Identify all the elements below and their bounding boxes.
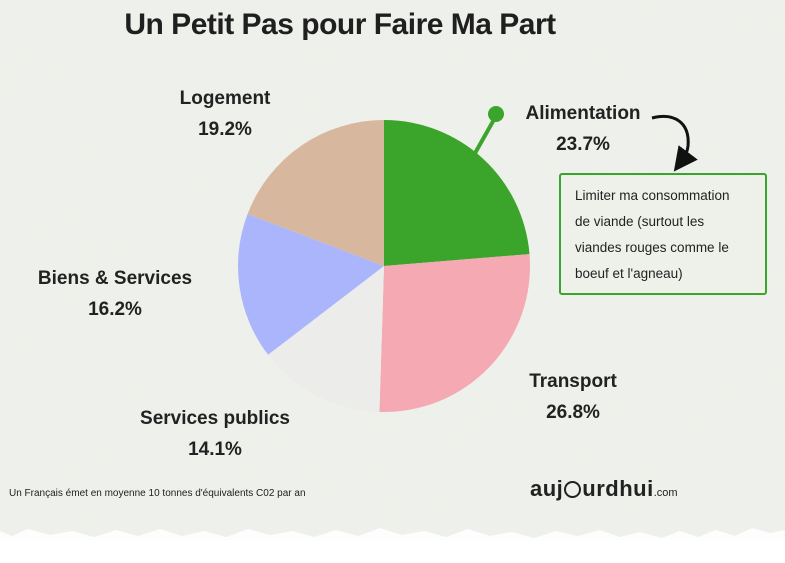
label-services-publics: Services publics 14.1% — [120, 403, 310, 465]
pie-slice-transport — [379, 254, 530, 413]
chart-title: Un Petit Pas pour Faire Ma Part — [124, 8, 556, 41]
callout-box: Limiter ma consommation de viande (surto… — [559, 173, 767, 295]
callout-line-4: boeuf et l'agneau) — [575, 266, 683, 281]
pie-slice-services-publics — [268, 266, 384, 412]
callout-line-2: de viande (surtout les — [575, 214, 705, 229]
footnote: Un Français émet en moyenne 10 tonnes d'… — [9, 488, 306, 499]
label-alimentation: Alimentation 23.7% — [508, 98, 658, 160]
label-biens-services: Biens & Services 16.2% — [20, 263, 210, 325]
pie-slice-logement — [247, 119, 384, 266]
label-logement-name: Logement — [179, 88, 271, 109]
curved-arrow-icon — [651, 115, 698, 172]
brand-suffix: .com — [653, 487, 678, 499]
label-logement-value: 19.2% — [198, 119, 252, 140]
callout-line-3: viandes rouges comme le — [575, 240, 729, 255]
label-biens-services-value: 16.2% — [88, 299, 142, 320]
pie-slice-alimentation — [384, 120, 530, 266]
alimentation-leader-line — [472, 115, 498, 156]
sun-face-icon — [564, 481, 582, 498]
callout-line-1: Limiter ma consommation — [575, 188, 730, 203]
label-logement: Logement 19.2% — [160, 83, 290, 145]
label-services-publics-name: Services publics — [140, 408, 290, 429]
label-transport-name: Transport — [529, 371, 617, 392]
brand-name-pre: auj — [530, 476, 564, 501]
label-transport-value: 26.8% — [546, 402, 600, 423]
label-services-publics-value: 14.1% — [188, 439, 242, 460]
alimentation-leader-dot — [488, 106, 504, 122]
label-alimentation-value: 23.7% — [556, 134, 610, 155]
pie-slice-biens-services — [238, 213, 384, 355]
pie-chart — [238, 119, 530, 413]
brand-logo: auj urdhui.com — [530, 476, 678, 502]
label-alimentation-name: Alimentation — [525, 103, 641, 124]
label-transport: Transport 26.8% — [508, 366, 638, 428]
brand-name-post: urdhui — [582, 476, 654, 501]
label-biens-services-name: Biens & Services — [37, 268, 193, 289]
